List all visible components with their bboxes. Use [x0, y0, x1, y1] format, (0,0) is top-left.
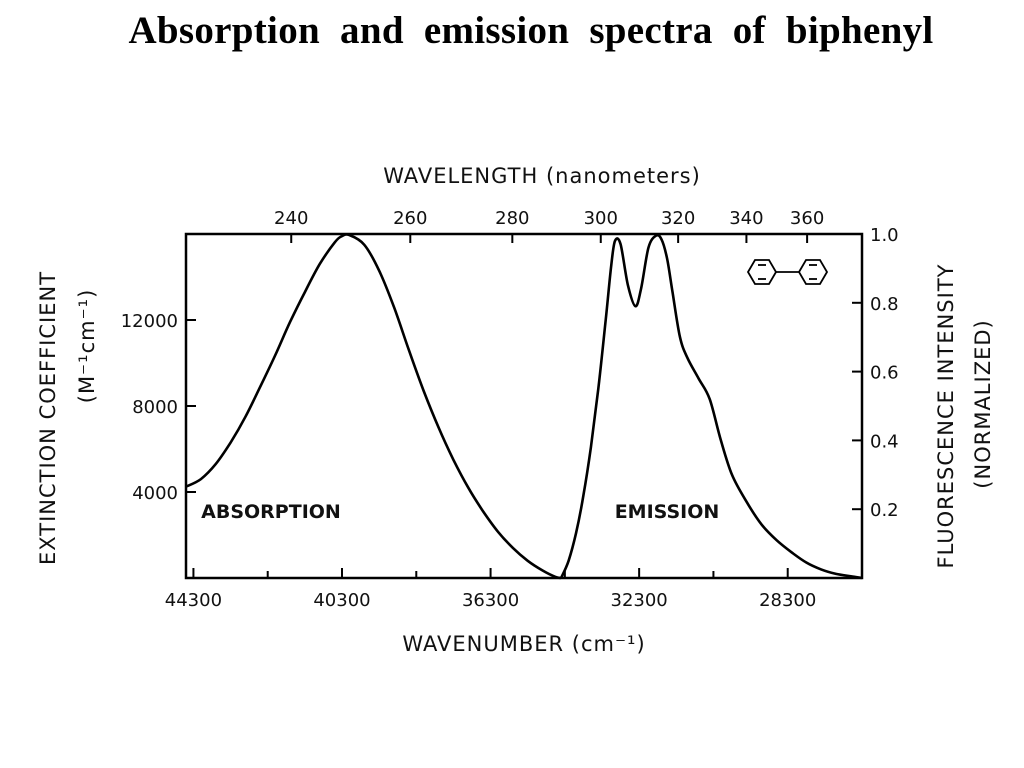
- y-right-axis-subtitle: (NORMALIZED): [971, 319, 995, 488]
- x2-tick-label: 360: [790, 208, 824, 229]
- emission-label: EMISSION: [615, 501, 720, 523]
- absorption-label: ABSORPTION: [201, 501, 341, 523]
- plot-frame: [184, 232, 864, 580]
- y-right-tick-label: 0.2: [870, 500, 899, 521]
- x2-tick-label: 320: [661, 208, 695, 229]
- x2-axis-title: WAVELENGTH (nanometers): [383, 164, 701, 188]
- y-left-axis-title: EXTINCTION COEFFICIENT: [36, 271, 60, 565]
- x-tick-label: 36300: [462, 590, 519, 611]
- x-tick-label: 40300: [313, 590, 370, 611]
- slide-title: Absorption and emission spectra of biphe…: [128, 9, 934, 52]
- y-left-tick-label: 4000: [132, 483, 178, 504]
- x2-tick-label: 260: [393, 208, 427, 229]
- x2-tick-label: 300: [584, 208, 618, 229]
- x-axis-title: WAVENUMBER (cm⁻¹): [402, 632, 645, 656]
- x2-tick-label: 340: [729, 208, 763, 229]
- y-left-axis-unit: (M⁻¹cm⁻¹): [75, 289, 99, 404]
- x2-tick-label: 280: [495, 208, 529, 229]
- y-right-tick-label: 1.0: [870, 225, 899, 246]
- y-right-tick-label: 0.8: [870, 294, 899, 315]
- y-right-tick-label: 0.6: [870, 363, 899, 384]
- x-tick-label: 44300: [165, 590, 222, 611]
- x2-tick-label: 240: [274, 208, 308, 229]
- y-right-axis-title: FLUORESCENCE INTENSITY: [934, 264, 958, 569]
- y-left-tick-label: 12000: [121, 311, 178, 332]
- emission-curve: [559, 233, 863, 580]
- x-tick-label: 28300: [759, 590, 816, 611]
- absorption-curve: [185, 233, 562, 580]
- y-right-tick-label: 0.4: [870, 431, 899, 452]
- x-tick-label: 32300: [611, 590, 668, 611]
- biphenyl-structure-icon: [746, 259, 829, 285]
- y-left-tick-label: 8000: [132, 397, 178, 418]
